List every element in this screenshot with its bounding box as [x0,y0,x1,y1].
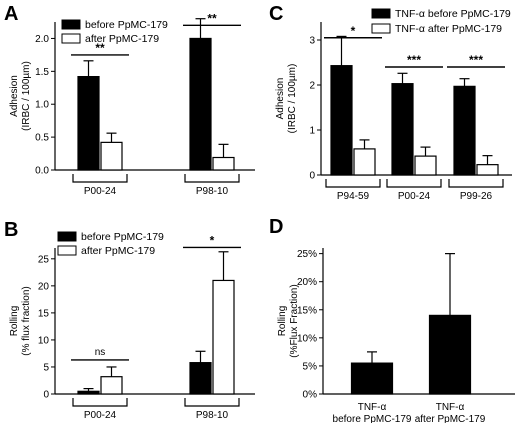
d-category-label: after PpMC-179 [415,414,486,423]
d-y-tick-label: 25% [297,249,317,260]
b-bar-after [100,376,123,395]
b-legend-label-after: after PpMC-179 [81,245,155,257]
a-legend-label-after: after PpMC-179 [85,33,159,45]
panel-b-plot: 0 5 10 15 20 25 Rolling (% flux fraction) P00-24… [9,231,255,421]
b-significance-label: ns [95,347,106,358]
c-bar-after [414,155,437,176]
a-y-tick-label: 1.5 [35,67,49,78]
b-y-tick-label: 5 [43,362,49,373]
a-category-label: P00-24 [84,186,117,197]
d-category-label: TNF-α [358,402,387,413]
c-legend-label-before: TNF-α before PpMC-179 [395,8,511,20]
panel-letter-a: A [4,3,18,25]
a-category-bracket [184,174,240,183]
b-bar-before [77,390,100,395]
d-y-tick-label: 20% [297,277,317,288]
c-y-axis-label: Adhesion [275,78,286,120]
a-bar-before [77,75,100,171]
panel-c: C 0 1 2 3 Adhesion (IRBC / 100µm) P94-59 P00-24… [269,3,512,202]
a-y-tick-label: 0.0 [35,166,49,177]
panel-d: D 0% 5% 10% 15% 20% 25% Rolling (%Flux Fraction… [269,216,515,423]
b-bar-before [189,362,212,395]
b-category-bracket [184,398,240,407]
b-y-tick-label: 25 [38,254,50,265]
c-category-bracket [448,179,504,188]
c-category-label: P99-26 [460,191,493,202]
c-category-bracket [386,179,442,188]
c-category-label: P94-59 [337,191,370,202]
a-y-axis-label: (IRBC / 100µm) [21,61,32,131]
c-y-tick-label: 3 [309,36,315,47]
c-significance-label: *** [469,53,483,67]
c-y-tick-label: 0 [309,171,315,182]
panel-d-plot: 0% 5% 10% 15% 20% 25% Rolling (%Flux Fraction) T… [277,248,515,423]
a-bar-before [189,37,212,171]
a-y-tick-label: 0.5 [35,133,49,144]
panel-letter-c: C [269,3,283,25]
panel-b: B 0 5 10 15 20 25 Rolling (% flux fraction) P00-… [4,219,255,421]
b-y-axis-label: Rolling [9,306,20,337]
c-bar-before [391,83,414,176]
a-significance-label: ** [95,41,105,55]
d-y-tick-label: 15% [297,305,317,316]
c-bar-after [476,164,499,176]
b-category-bracket [72,398,128,407]
b-bar-after [212,279,235,395]
d-y-tick-label: 5% [303,361,318,372]
a-significance-label: ** [207,11,217,25]
c-y-tick-label: 1 [309,126,315,137]
c-legend-swatch-before [371,8,391,19]
d-bar-before [350,362,394,395]
c-legend-label-after: TNF-α after PpMC-179 [395,23,502,35]
c-y-axis-label: (IRBC / 100µm) [287,64,298,134]
a-bar-after [212,156,235,171]
b-y-tick-label: 20 [38,281,50,292]
c-y-tick-label: 2 [309,81,315,92]
b-legend-swatch-before [57,231,77,242]
a-legend-swatch-before [61,19,81,30]
c-category-bracket [325,179,381,188]
b-legend-swatch-after [57,245,77,256]
a-category-bracket [72,174,128,183]
b-y-axis-label: (% flux fraction) [21,286,32,355]
b-significance-label: * [210,233,215,247]
a-legend-swatch-after [61,33,81,44]
d-y-tick-label: 0% [303,390,318,401]
c-significance-label: *** [407,53,421,67]
c-bar-before [330,65,353,176]
panel-letter-b: B [4,219,18,241]
d-bar-before [428,314,472,395]
d-y-tick-label: 10% [297,333,317,344]
c-legend-swatch-after [371,23,391,34]
b-y-tick-label: 10 [38,335,50,346]
b-category-label: P00-24 [84,410,117,421]
b-category-label: P98-10 [196,410,229,421]
a-category-label: P98-10 [196,186,229,197]
c-bar-after [353,148,376,176]
c-bar-before [453,85,476,176]
panel-letter-d: D [269,216,283,238]
c-category-label: P00-24 [398,191,431,202]
d-y-axis-label: Rolling [277,306,288,337]
c-significance-label: * [351,24,356,38]
panel-a-plot: 0.0 0.5 1.0 1.5 2.0 Adhesion (IRBC / 100µm) P00… [9,11,255,197]
a-y-tick-label: 2.0 [35,34,49,45]
a-bar-after [100,141,123,171]
d-y-axis-label: (%Flux Fraction) [289,284,300,357]
b-y-tick-label: 15 [38,308,50,319]
b-y-tick-label: 0 [43,390,49,401]
d-category-label: TNF-α [436,402,465,413]
panel-a: A 0.0 0.5 1.0 1.5 2.0 Adhesion (IRBC / 100µm) P… [4,3,255,197]
b-legend-label-before: before PpMC-179 [81,231,164,243]
panel-c-plot: 0 1 2 3 Adhesion (IRBC / 100µm) P94-59 P00-24 P9… [275,8,512,202]
a-y-axis-label: Adhesion [9,75,20,117]
d-category-label: before PpMC-179 [333,414,412,423]
a-legend-label-before: before PpMC-179 [85,19,168,31]
a-y-tick-label: 1.0 [35,100,49,111]
